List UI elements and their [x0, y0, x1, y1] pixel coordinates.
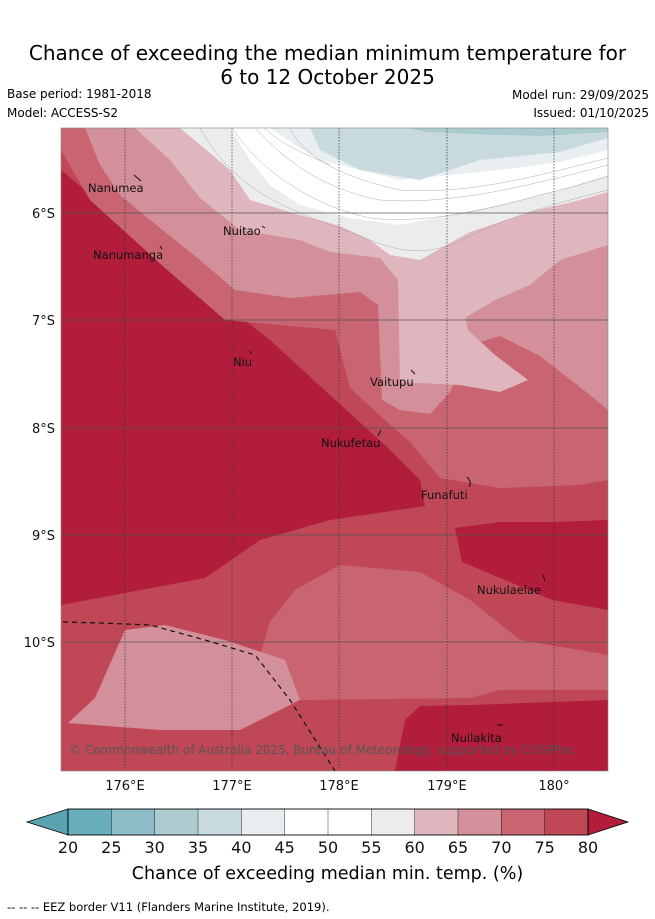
colorbar-tick-80: 80 — [578, 838, 598, 857]
contour-line-40 — [264, 128, 331, 166]
colorbar-tick-35: 35 — [188, 838, 208, 857]
colorbar-under-triangle — [25, 808, 69, 836]
contour-70-75-south — [250, 565, 608, 700]
island-nuitao — [261, 225, 266, 229]
colorbar-cell-70-75 — [501, 808, 546, 836]
colorbar-tick-50: 50 — [318, 838, 338, 857]
lon-tick-176: 176°E — [105, 779, 145, 794]
lat-tick-9s: 9°S — [32, 529, 55, 544]
contour-line-42 — [289, 128, 608, 191]
colorbar-tick-45: 45 — [274, 838, 294, 857]
map-title-line2: 6 to 12 October 2025 — [220, 65, 435, 89]
colorbar-cell-60-65 — [414, 808, 459, 836]
base-period: Base period: 1981-2018 — [7, 87, 152, 101]
colorbar-cell-65-70 — [457, 808, 502, 836]
colorbar-tick-40: 40 — [231, 838, 251, 857]
longitude-ticks: 176°E 177°E 178°E 179°E 180° — [105, 779, 569, 794]
colorbar-cell-45-50 — [284, 808, 329, 836]
colorbar-tick-65: 65 — [448, 838, 468, 857]
lat-tick-10s: 10°S — [24, 636, 55, 651]
colorbar-tick-20: 20 — [58, 838, 78, 857]
island-niu — [249, 350, 252, 355]
place-label-vaitupu: Vaitupu — [370, 375, 414, 389]
island-nanumea — [133, 174, 142, 182]
colorbar-cell-50-55 — [327, 808, 372, 836]
contour-line-50 — [231, 128, 608, 220]
eez-legend: -- -- -- EEZ border V11 (Flanders Marine… — [7, 900, 330, 914]
lat-tick-6s: 6°S — [32, 207, 55, 222]
colorbar-tick-30: 30 — [144, 838, 164, 857]
colorbar-tick-60: 60 — [404, 838, 424, 857]
issued-date: Issued: 01/10/2025 — [533, 106, 649, 120]
model-name: Model: ACCESS-S2 — [7, 106, 119, 120]
colorbar-cells — [67, 808, 589, 836]
colorbar-cell-30-35 — [154, 808, 199, 836]
lon-tick-180: 180° — [538, 779, 569, 794]
colorbar-cell-55-60 — [371, 808, 416, 836]
map-title-line1: Chance of exceeding the median minimum t… — [28, 41, 627, 65]
contour-35-40 — [310, 128, 608, 180]
lat-tick-8s: 8°S — [32, 422, 55, 437]
eez-border — [62, 621, 336, 772]
contour-line-55 — [199, 128, 608, 251]
lon-tick-178: 178°E — [319, 779, 359, 794]
island-funafuti — [466, 476, 471, 488]
island-outlines — [133, 174, 546, 726]
lon-tick-177: 177°E — [212, 779, 252, 794]
colorbar-tick-55: 55 — [361, 838, 381, 857]
colorbar-cell-40-45 — [241, 808, 286, 836]
probability-contours — [61, 128, 608, 771]
colorbar-cell-35-40 — [197, 808, 242, 836]
graticule — [124, 128, 555, 771]
graticule-lat — [61, 212, 608, 643]
island-nukulaelae — [542, 574, 546, 582]
place-label-niu: Niu — [233, 355, 252, 369]
colorbar: 20 25 30 35 40 45 50 55 60 65 70 75 80 — [25, 808, 630, 857]
colorbar-cell-25-30 — [111, 808, 156, 836]
place-label-nukulaelae: Nukulaelae — [477, 583, 541, 597]
place-label-nanumanga: Nanumanga — [93, 248, 163, 262]
island-nanumanga — [159, 245, 163, 250]
place-label-nuitao: Nuitao — [223, 224, 261, 238]
model-run: Model run: 29/09/2025 — [511, 88, 649, 102]
contour-30-35 — [410, 128, 608, 136]
contour-line-45 — [254, 128, 608, 202]
colorbar-tick-25: 25 — [101, 838, 121, 857]
island-vaitupu — [410, 369, 416, 375]
place-labels: Nanumea Nuitao Nanumanga Niu Vaitupu Nuk… — [88, 181, 541, 745]
colorbar-ticks: 20 25 30 35 40 45 50 55 60 65 70 75 80 — [58, 838, 598, 857]
colorbar-title: Chance of exceeding median min. temp. (%… — [131, 864, 524, 884]
place-label-nanumea: Nanumea — [88, 181, 144, 195]
lon-tick-179: 179°E — [427, 779, 467, 794]
place-label-nuilakita: Nuilakita — [451, 731, 502, 745]
colorbar-cell-20-25 — [67, 808, 112, 836]
colorbar-over-triangle — [587, 808, 630, 836]
colorbar-tick-70: 70 — [491, 838, 511, 857]
latitude-ticks: 6°S 7°S 8°S 9°S 10°S — [24, 207, 55, 651]
copyright-notice: © Commonwealth of Australia 2025, Bureau… — [69, 743, 574, 757]
lat-tick-7s: 7°S — [32, 314, 55, 329]
colorbar-cell-75-80 — [544, 808, 589, 836]
place-label-funafuti: Funafuti — [421, 488, 468, 502]
island-nukufetau — [377, 429, 382, 437]
place-label-nukufetau: Nukufetau — [321, 436, 380, 450]
map-frame — [60, 127, 609, 772]
colorbar-tick-75: 75 — [534, 838, 554, 857]
